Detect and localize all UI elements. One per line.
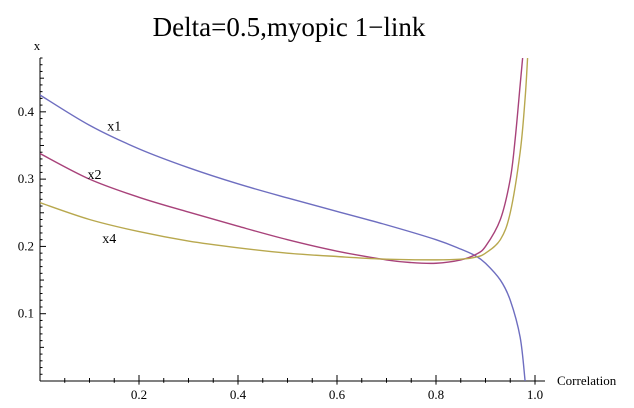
series-label-x4: x4 (102, 232, 116, 247)
series-label-x1: x1 (107, 120, 121, 135)
series-line-x2 (40, 58, 524, 265)
ticks: 0.2 0.4 0.6 0.8 1.0 0.1 0.2 0.3 0.4 (18, 57, 543, 402)
annotation-group: x1 x2 x4 (87, 120, 121, 247)
x-tick-label: 1.0 (527, 387, 543, 402)
series-group (40, 58, 529, 381)
axes (39, 58, 545, 382)
x-tick-label: 0.4 (230, 387, 247, 402)
chart-title: Delta=0.5,myopic 1−link (153, 12, 426, 42)
series-line-x4 (40, 58, 529, 261)
y-axis-label: x (34, 38, 41, 53)
x-tick-label: 0.8 (428, 387, 444, 402)
series-line-x1 (40, 94, 526, 381)
y-tick-label: 0.1 (18, 306, 34, 321)
series-label-x2: x2 (87, 168, 101, 183)
y-tick-label: 0.2 (18, 238, 34, 253)
x-axis-label: Correlation (557, 373, 617, 388)
x-tick-label: 0.6 (329, 387, 346, 402)
y-tick-label: 0.3 (18, 171, 34, 186)
x-tick-label: 0.2 (131, 387, 147, 402)
y-tick-label: 0.4 (18, 104, 35, 119)
